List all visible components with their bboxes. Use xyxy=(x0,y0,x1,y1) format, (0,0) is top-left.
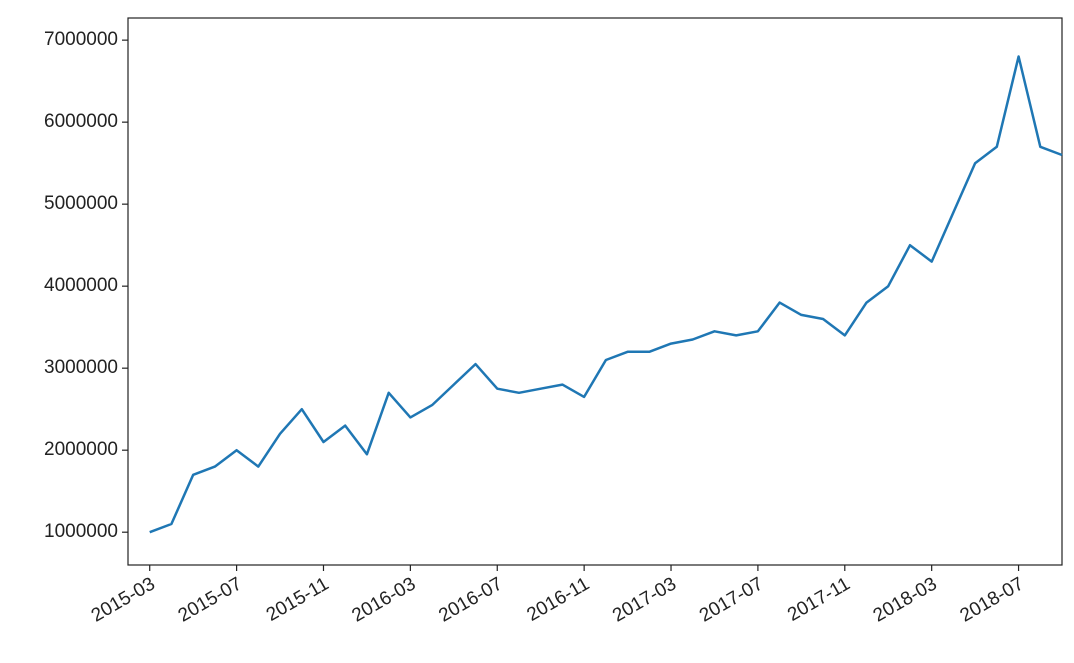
plot-frame xyxy=(127,17,1063,566)
y-tick-label: 4000000 xyxy=(44,275,118,296)
x-tick-label: 2018-07 xyxy=(957,573,1028,626)
x-tick-label: 2015-07 xyxy=(175,573,246,626)
y-tick-label: 5000000 xyxy=(44,193,118,214)
x-tick-label: 2016-03 xyxy=(348,573,419,626)
series-line xyxy=(149,55,1063,534)
x-tick-label: 2015-03 xyxy=(88,573,159,626)
x-tick-label: 2017-07 xyxy=(696,573,767,626)
y-tick-label: 2000000 xyxy=(44,439,118,460)
x-tick-label: 2018-03 xyxy=(870,573,941,626)
x-tick-label: 2016-11 xyxy=(523,573,593,625)
x-tick-label: 2017-03 xyxy=(609,573,680,626)
y-tick-label: 3000000 xyxy=(44,357,118,378)
x-tick-label: 2016-07 xyxy=(435,573,506,626)
y-tick-label: 1000000 xyxy=(44,521,118,542)
x-tick-label: 2017-11 xyxy=(784,573,854,625)
x-tick-label: 2015-11 xyxy=(263,573,333,625)
y-tick-label: 6000000 xyxy=(44,111,118,132)
y-tick-label: 7000000 xyxy=(44,29,118,50)
